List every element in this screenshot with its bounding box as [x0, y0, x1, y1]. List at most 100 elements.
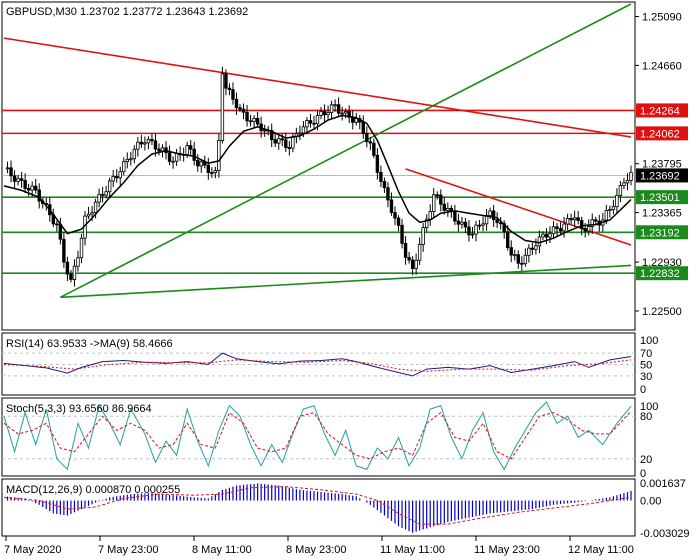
candle-body [343, 111, 348, 114]
candle-body [65, 261, 70, 275]
candle-body [604, 209, 609, 221]
time-label-1: 7 May 23:00 [98, 544, 159, 556]
price-tick-0: 1.25090 [642, 12, 682, 24]
candle-body [312, 122, 316, 125]
candle-body [329, 104, 334, 114]
level-tag-1 [636, 126, 688, 141]
candle-body [625, 180, 630, 184]
candle-body [100, 193, 105, 196]
trendline-resistance-down [3, 37, 632, 138]
candle-body [583, 228, 587, 232]
price-tick-4: 1.22930 [642, 257, 682, 269]
candle-body [460, 221, 464, 225]
candle-body [372, 142, 376, 156]
candle-body [192, 148, 196, 161]
rsi-panel[interactable] [1, 332, 636, 396]
stoch-axis-2: 20 [640, 454, 652, 466]
candle-body [185, 145, 189, 155]
level-tag-3 [636, 225, 688, 240]
candle-body [551, 226, 556, 235]
candle-body [90, 212, 94, 215]
candle-body [403, 242, 408, 258]
trendline-base-support [60, 264, 632, 299]
candle-body [76, 257, 80, 267]
candle-body [273, 139, 277, 144]
candle-body [72, 265, 77, 280]
candle-body [255, 117, 260, 125]
candle-body [424, 218, 429, 229]
candle-body [206, 164, 211, 173]
candle-body [351, 116, 355, 123]
candle-body [509, 247, 513, 256]
candle-body [456, 220, 461, 225]
time-label-5: 11 May 23:00 [474, 544, 540, 556]
candle-body [513, 254, 517, 257]
candle-body [69, 273, 73, 280]
candle-body [463, 221, 468, 228]
current-price-tag [636, 168, 688, 183]
rsi-axis-top: 100 [640, 335, 658, 347]
time-label-6: 12 May 11:00 [568, 544, 634, 556]
chart-title: GBPUSD,M30 1.23702 1.23772 1.23643 1.236… [6, 6, 248, 18]
candle-body [594, 219, 598, 222]
candle-body [115, 176, 119, 179]
candle-body [291, 136, 295, 149]
candle-body [79, 237, 84, 259]
macd-axis-2: -0.003029 [640, 528, 690, 540]
candle-body [400, 224, 404, 244]
candle-body [157, 148, 161, 152]
candle-body [136, 141, 140, 150]
candle-body [34, 185, 38, 191]
time-label-3: 8 May 23:00 [286, 544, 347, 556]
candle-body [122, 161, 126, 173]
stoch-panel[interactable] [1, 397, 636, 477]
macd-signal-line [3, 486, 632, 525]
candle-body [442, 203, 447, 211]
candle-body [139, 141, 144, 145]
candle-body [530, 247, 535, 250]
time-label-4: 11 May 11:00 [380, 544, 445, 556]
candle-body [470, 233, 475, 236]
rsi-label: RSI(14) 63.9533 ->MA(9) 58.4666 [6, 338, 173, 350]
candle-body [280, 138, 284, 141]
time-label-0: 7 May 2020 [4, 544, 61, 556]
candle-body [393, 212, 397, 219]
candle-body [386, 187, 390, 201]
candle-body [481, 223, 485, 226]
candle-body [118, 171, 122, 179]
price-tick-2: 1.23795 [642, 159, 682, 171]
candle-body [410, 259, 415, 269]
macd-panel[interactable] [1, 478, 636, 537]
candle-body [565, 218, 570, 225]
candle-body [315, 114, 320, 125]
candle-body [548, 233, 552, 238]
candle-body [368, 141, 373, 144]
candle-body [590, 219, 594, 228]
rsi-axis-2: 30 [640, 371, 652, 383]
candle-body [111, 176, 115, 182]
current-price-label: 1.23692 [640, 170, 680, 182]
candle-body [93, 201, 98, 213]
candle-body [132, 148, 137, 160]
candle-body [562, 223, 566, 232]
rsi-ma-line [3, 359, 632, 372]
candle-body [241, 108, 246, 113]
moving-average [3, 114, 632, 244]
candle-body [210, 172, 214, 174]
macd-axis-0: 0.001637 [640, 478, 686, 490]
candle-body [361, 121, 365, 135]
candle-body [527, 247, 531, 256]
candle-body [196, 159, 200, 167]
stoch-signal-line [3, 410, 632, 460]
candle-body [213, 170, 218, 173]
candle-body [506, 231, 510, 248]
price-axis: 1.25090 1.24660 1.23795 1.23365 1.22930 1.225… [635, 12, 682, 318]
candle-body [453, 210, 457, 222]
candle-body [227, 87, 232, 91]
candle-body [231, 89, 235, 100]
candle-body [333, 104, 337, 107]
stoch-axis-3: 0 [640, 468, 646, 480]
candle-body [146, 138, 151, 144]
